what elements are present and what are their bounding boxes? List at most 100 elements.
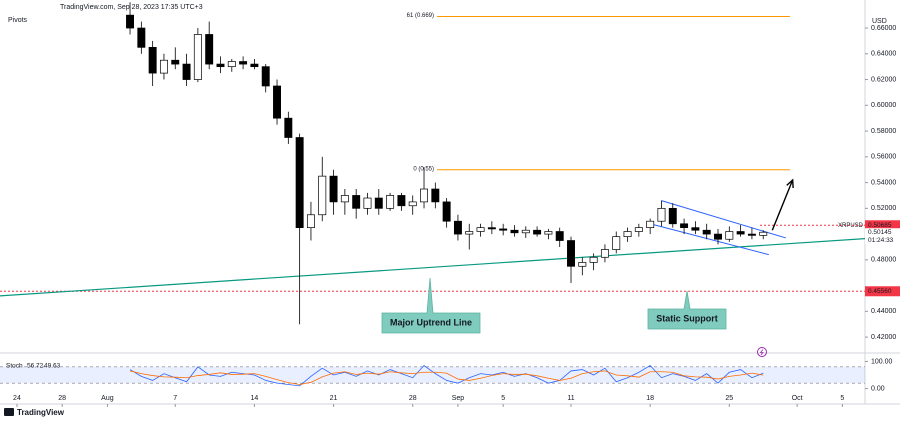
candle-body xyxy=(747,233,756,236)
candle-body xyxy=(521,229,530,234)
candle-body xyxy=(284,117,293,138)
candle-body xyxy=(657,207,666,222)
candle-body xyxy=(544,231,553,235)
candle-body xyxy=(714,233,722,240)
channel-upper xyxy=(661,200,786,239)
fib-label: 0 (0.55) xyxy=(413,166,434,172)
candle-body xyxy=(555,231,564,241)
candle-body xyxy=(148,46,157,74)
resistance-label: 0.50685 xyxy=(868,222,892,229)
arrow xyxy=(771,179,794,231)
candle-body xyxy=(442,201,451,222)
x-tick-label: Aug xyxy=(101,395,114,402)
y-tick-label: 0.52000 xyxy=(871,205,896,212)
y-tick-label: 0.48000 xyxy=(871,257,896,264)
candle-body xyxy=(702,229,711,235)
brand-logo xyxy=(4,408,14,416)
candle-body xyxy=(623,231,632,238)
candle-body xyxy=(397,195,406,207)
stoch-k-value: 56.72 xyxy=(27,363,44,370)
channel-lower xyxy=(650,223,770,256)
stoch-line xyxy=(129,370,764,385)
x-tick-label: 14 xyxy=(251,395,259,402)
arrow-head xyxy=(786,178,794,189)
y-tick-label: 0.54000 xyxy=(871,179,896,186)
x-tick-label: 18 xyxy=(646,395,654,402)
y-tick-label: 0.62000 xyxy=(871,76,896,83)
uptrend-line xyxy=(0,237,865,297)
y-tick-label: 0.44000 xyxy=(871,308,896,315)
candle-body xyxy=(261,66,270,87)
candle-body xyxy=(340,195,349,203)
candle-body xyxy=(193,34,202,80)
candle-body xyxy=(612,236,621,250)
candle-body xyxy=(408,201,417,207)
candle-body xyxy=(420,188,428,203)
candle-body xyxy=(725,231,734,240)
candle-body xyxy=(374,197,383,209)
candle-body xyxy=(680,223,689,229)
candle-body xyxy=(239,61,248,65)
candle-body xyxy=(589,256,598,263)
stoch-tick-label: 100.00 xyxy=(871,358,893,365)
y-tick-label: 0.42000 xyxy=(871,334,896,341)
candle-body xyxy=(159,59,168,74)
countdown: 01:24:33 xyxy=(868,237,894,244)
indicator-label: Pivots xyxy=(8,17,28,24)
candle-body xyxy=(273,85,281,119)
candle-body xyxy=(137,27,146,48)
x-tick-label: 5 xyxy=(501,395,505,402)
stoch-band xyxy=(0,366,865,384)
callout-text: Major Uptrend Line xyxy=(390,317,472,327)
candle-body xyxy=(567,240,575,267)
candle-body xyxy=(171,59,180,65)
brand: TradingView xyxy=(17,408,65,417)
candle-body xyxy=(363,197,372,209)
candle-body xyxy=(499,228,508,231)
candle-body xyxy=(668,207,677,225)
candle-body xyxy=(487,227,496,230)
last-price-box xyxy=(865,228,900,245)
candle-body xyxy=(533,229,542,235)
candle-body xyxy=(736,231,745,235)
candle-body xyxy=(329,175,338,203)
candle-body xyxy=(691,227,700,231)
x-tick-label: 24 xyxy=(13,395,21,402)
fib-label: 61 (0.669) xyxy=(407,13,434,19)
candle-body xyxy=(634,227,643,232)
y-tick-label: 0.64000 xyxy=(871,51,896,58)
candle-body xyxy=(250,63,259,68)
last-price-label: 0.50145 xyxy=(868,229,892,236)
candle-body xyxy=(600,249,609,258)
candle-body xyxy=(453,220,462,235)
candle-body xyxy=(227,61,236,68)
main-pane xyxy=(0,2,865,325)
candle-body xyxy=(431,188,440,203)
stoch-tick-label: 0.00 xyxy=(871,385,885,392)
candle-body xyxy=(386,195,395,209)
y-tick-label: 0.58000 xyxy=(871,128,896,135)
symbol-label: XRPUSD xyxy=(838,223,864,229)
candle-body xyxy=(126,14,135,29)
x-tick-label: 28 xyxy=(409,395,417,402)
x-tick-label: Oct xyxy=(792,395,803,402)
event-icon-bolt xyxy=(759,349,764,356)
candle-body xyxy=(759,231,768,236)
candle-body xyxy=(182,63,191,80)
candle-body xyxy=(578,262,587,267)
candle-body xyxy=(646,220,655,229)
resistance-label-box xyxy=(865,220,900,231)
candle-body xyxy=(352,195,361,209)
support-label-box xyxy=(865,286,900,297)
candle-body xyxy=(306,214,315,229)
candle-body xyxy=(465,231,474,235)
x-tick-label: 11 xyxy=(567,395,574,402)
candle-body xyxy=(318,175,327,216)
x-tick-label: 25 xyxy=(725,395,733,402)
stoch-line xyxy=(129,364,764,387)
event-icon[interactable] xyxy=(757,347,767,357)
currency: USD xyxy=(872,18,887,25)
support-label: 0.45560 xyxy=(868,288,892,295)
candle-body xyxy=(205,34,214,65)
